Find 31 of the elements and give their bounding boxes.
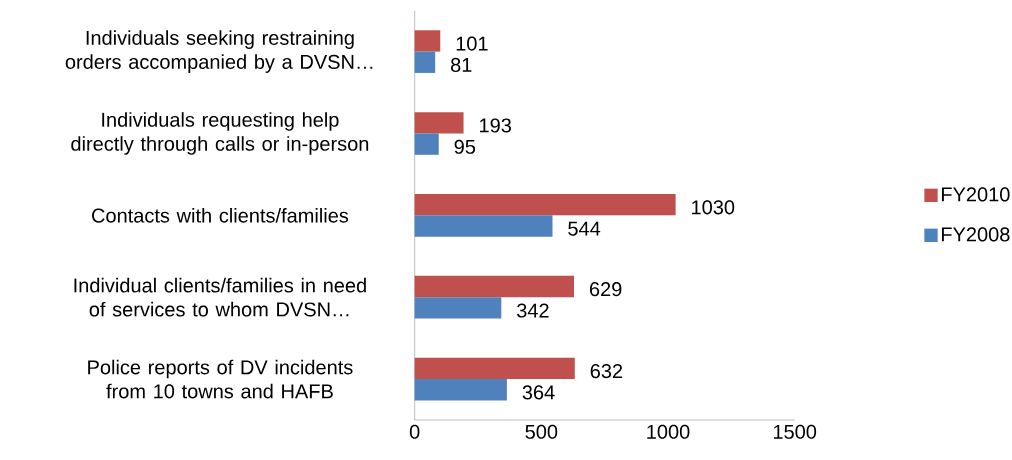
bar bbox=[414, 275, 575, 298]
data-label: 81 bbox=[451, 57, 472, 72]
x-tick-label: 0 bbox=[409, 424, 420, 439]
data-label: 342 bbox=[517, 303, 549, 318]
y-tick-label: Individuals seeking restraining orders accompanied by a DVSN… bbox=[65, 30, 373, 73]
bar bbox=[414, 357, 575, 380]
data-label: 364 bbox=[522, 385, 555, 400]
data-label: 544 bbox=[568, 221, 601, 236]
y-tick-label: Individual clients/families in need of services to whom DVSN… bbox=[74, 277, 366, 317]
data-label: 1030 bbox=[692, 200, 735, 215]
bar bbox=[414, 297, 502, 319]
x-tick-label: 500 bbox=[525, 424, 558, 439]
bar bbox=[414, 112, 464, 134]
legend-label: FY2010 bbox=[941, 187, 1010, 202]
bar bbox=[414, 215, 553, 237]
x-tick-label: 1000 bbox=[647, 424, 690, 439]
y-tick-label: Individuals requesting help directly through calls or in-person bbox=[71, 112, 369, 155]
y-tick-label: Police reports of DV incidents from 10 towns and HAFB bbox=[88, 359, 353, 399]
legend-label: FY2008 bbox=[941, 227, 1010, 242]
data-label: 632 bbox=[590, 363, 623, 379]
data-label: 95 bbox=[454, 139, 476, 154]
y-tick-label: Contacts with clients/families bbox=[92, 207, 349, 223]
data-label: 101 bbox=[456, 36, 488, 51]
bar bbox=[414, 30, 441, 52]
data-label: 193 bbox=[480, 118, 511, 133]
bar bbox=[414, 133, 439, 155]
data-label: 629 bbox=[589, 282, 622, 297]
bar bbox=[414, 194, 676, 216]
bar bbox=[414, 51, 436, 73]
x-tick-label: 1500 bbox=[773, 424, 817, 439]
bar bbox=[414, 379, 507, 401]
